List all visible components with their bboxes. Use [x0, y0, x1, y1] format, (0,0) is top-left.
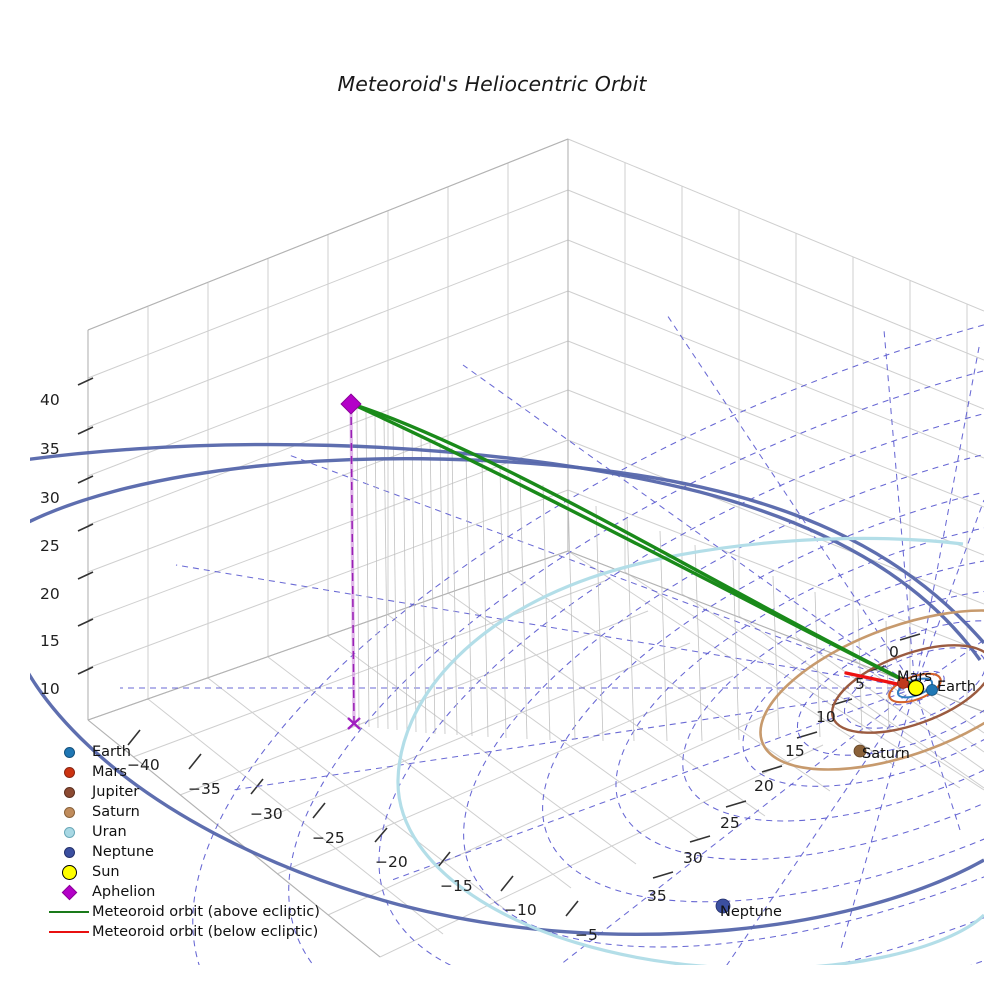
y-tick-label: 20 [754, 777, 774, 795]
legend-label: Earth [92, 744, 131, 760]
saturn-annotation: Saturn [862, 746, 910, 762]
axes-pane-right [567, 138, 984, 713]
circle-marker-icon [46, 766, 92, 778]
y-tick-label: 35 [647, 887, 667, 905]
x-tick-label: −35 [188, 780, 221, 798]
neptune-marker [715, 898, 731, 914]
y-tick-label: 25 [720, 814, 740, 832]
chart-legend: Earth Mars Jupiter Saturn Uran [46, 742, 320, 942]
line-key-icon [46, 910, 92, 914]
orbit-neptune [30, 442, 984, 937]
legend-label: Meteoroid orbit (below ecliptic) [92, 924, 319, 940]
circle-marker-icon [46, 786, 92, 798]
y-tick-label: 30 [683, 849, 703, 867]
axes-pane-floor [87, 550, 984, 958]
meteoroid-orbit-above-ecliptic [350, 402, 919, 689]
legend-label: Neptune [92, 844, 154, 860]
y-tick-label: 15 [785, 742, 805, 760]
orbit-jupiter [830, 644, 984, 734]
x-tick-label: −5 [575, 926, 598, 944]
line-key-icon [46, 930, 92, 934]
legend-label: Jupiter [92, 784, 140, 800]
x-tick-label: −25 [312, 829, 345, 847]
earth-marker [926, 684, 938, 696]
saturn-marker [853, 744, 867, 758]
axes-pane-back [87, 138, 569, 721]
aphelion-drop-line [349, 403, 356, 724]
legend-item-sun[interactable]: Sun [46, 862, 320, 882]
legend-item-jupiter[interactable]: Jupiter [46, 782, 320, 802]
aphelion-ground-marker [347, 717, 361, 730]
legend-item-uran[interactable]: Uran [46, 822, 320, 842]
mars-annotation: Mars [897, 669, 932, 685]
earth-annotation: Earth [937, 679, 976, 695]
orbit-mars [888, 672, 942, 704]
x-tick-label: −15 [440, 877, 473, 895]
x-tick-label: −40 [127, 756, 160, 774]
x-tick-label: −30 [250, 805, 283, 823]
x-tick-label: −10 [504, 901, 537, 919]
legend-item-earth[interactable]: Earth [46, 742, 320, 762]
legend-label: Sun [92, 864, 120, 880]
z-tick-label: 35 [40, 440, 60, 458]
orbit-stem-lines [356, 406, 890, 742]
legend-label: Meteoroid orbit (above ecliptic) [92, 904, 320, 920]
legend-label: Saturn [92, 804, 140, 820]
neptune-annotation: Neptune [720, 904, 782, 920]
legend-item-saturn[interactable]: Saturn [46, 802, 320, 822]
legend-item-meteoroid-above[interactable]: Meteoroid orbit (above ecliptic) [46, 902, 320, 922]
page-title: Meteoroid's Heliocentric Orbit [337, 72, 647, 96]
ecliptic-radial-spokes [120, 314, 984, 965]
y-tick-label: 10 [816, 708, 836, 726]
aphelion-marker [340, 393, 362, 415]
legend-label: Aphelion [92, 884, 156, 900]
planet-markers [715, 677, 938, 914]
mars-marker [897, 677, 909, 689]
axes-spines [87, 138, 984, 958]
legend-label: Uran [92, 824, 127, 840]
orbit-saturn [759, 609, 984, 771]
z-tick-label: 25 [40, 537, 60, 555]
legend-item-neptune[interactable]: Neptune [46, 842, 320, 862]
circle-marker-icon [46, 746, 92, 758]
z-tick-label: 15 [40, 632, 60, 650]
z-tick-label: 20 [40, 585, 60, 603]
circle-marker-icon [46, 806, 92, 818]
diamond-marker-icon [46, 884, 92, 900]
orbit-uranus [396, 536, 984, 965]
y-tick-label: 0 [889, 643, 899, 661]
sun-marker [907, 679, 925, 697]
legend-item-aphelion[interactable]: Aphelion [46, 882, 320, 902]
y-tick-label: 5 [855, 675, 865, 693]
sun-marker-icon [46, 864, 92, 880]
legend-item-mars[interactable]: Mars [46, 762, 320, 782]
z-tick-label: 30 [40, 489, 60, 507]
circle-marker-icon [46, 846, 92, 858]
z-tick-label: 10 [40, 680, 60, 698]
legend-item-meteoroid-below[interactable]: Meteoroid orbit (below ecliptic) [46, 922, 320, 942]
z-tick-label: 40 [40, 391, 60, 409]
x-tick-label: −20 [375, 853, 408, 871]
circle-marker-icon [46, 826, 92, 838]
legend-label: Mars [92, 764, 127, 780]
